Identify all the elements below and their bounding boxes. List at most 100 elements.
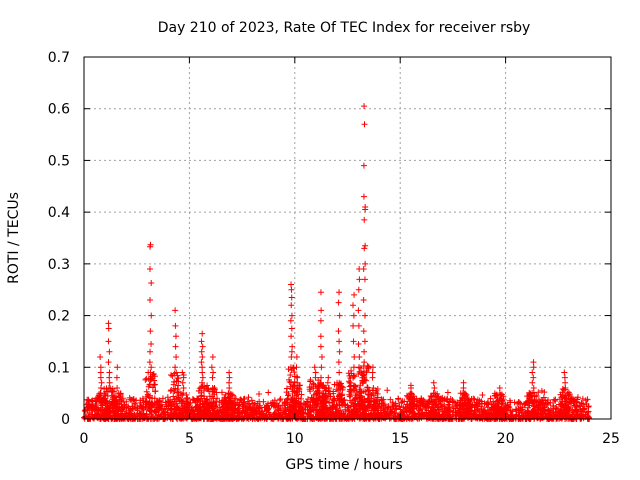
data-point: [156, 399, 163, 406]
data-point: [286, 379, 293, 386]
data-point: [512, 406, 519, 413]
data-point: [369, 404, 376, 411]
data-point: [268, 402, 275, 409]
data-point: [118, 403, 125, 410]
data-point: [171, 388, 178, 395]
data-point: [530, 364, 537, 371]
data-point: [520, 413, 527, 420]
data-point: [327, 390, 334, 397]
data-point: [180, 374, 187, 381]
data-point: [117, 412, 124, 419]
y-tick-labels: 0 0.1 0.2 0.3 0.4 0.5 0.6 0.7: [48, 50, 70, 428]
data-point: [97, 374, 104, 381]
data-point: [561, 374, 568, 381]
data-point: [315, 395, 322, 402]
data-point: [369, 369, 376, 376]
data-point: [134, 410, 141, 417]
data-point: [137, 399, 144, 406]
y-tick-label: 0.1: [48, 360, 70, 376]
data-point: [219, 408, 226, 415]
data-point: [446, 399, 453, 406]
data-point: [530, 374, 537, 381]
data-point: [206, 400, 213, 407]
data-point: [351, 409, 358, 416]
data-point: [452, 399, 459, 406]
x-axis-label: GPS time / hours: [285, 457, 402, 473]
data-point: [409, 400, 416, 407]
data-point: [288, 325, 295, 332]
data-point: [318, 364, 325, 371]
data-point: [312, 369, 319, 376]
data-point: [242, 409, 249, 416]
data-point: [306, 404, 313, 411]
data-point: [521, 401, 528, 408]
data-point: [360, 328, 367, 335]
data-point: [351, 353, 358, 360]
data-point: [298, 413, 305, 420]
data-point: [468, 415, 475, 422]
data-point: [368, 398, 375, 405]
data-point: [562, 379, 569, 386]
data-point: [531, 407, 538, 414]
data-point: [550, 402, 557, 409]
data-point: [444, 395, 451, 402]
data-point: [229, 414, 236, 421]
data-point: [142, 404, 149, 411]
data-point: [288, 294, 295, 301]
data-point: [147, 266, 154, 273]
data-point: [378, 403, 385, 410]
data-point: [530, 359, 537, 366]
data-point: [284, 399, 291, 406]
data-point: [335, 299, 342, 306]
data-point: [506, 404, 513, 411]
data-point: [342, 402, 349, 409]
data-point: [105, 338, 112, 345]
data-point: [250, 410, 257, 417]
data-point: [348, 389, 355, 396]
data-point: [350, 312, 357, 319]
data-point: [336, 391, 343, 398]
data-point: [199, 364, 206, 371]
data-point: [498, 400, 505, 407]
data-point: [302, 402, 309, 409]
data-point: [314, 387, 321, 394]
data-point: [566, 415, 573, 422]
data-point: [106, 348, 113, 355]
chart-title: Day 210 of 2023, Rate Of TEC Index for r…: [158, 20, 531, 36]
data-point: [361, 312, 368, 319]
data-point: [235, 413, 242, 420]
data-points: [81, 103, 593, 422]
data-point: [360, 266, 367, 273]
data-point: [292, 410, 299, 417]
data-point: [148, 312, 155, 319]
data-point: [529, 379, 536, 386]
data-point: [323, 404, 330, 411]
data-point: [514, 400, 521, 407]
data-point: [288, 281, 295, 288]
data-point: [291, 369, 298, 376]
data-point: [287, 317, 294, 324]
data-point: [314, 400, 321, 407]
data-point: [106, 374, 113, 381]
data-point: [240, 403, 247, 410]
data-point: [529, 369, 536, 376]
data-point: [479, 392, 486, 399]
data-point: [486, 406, 493, 413]
data-point: [317, 333, 324, 340]
data-point: [270, 411, 277, 418]
data-point: [441, 397, 448, 404]
data-point: [332, 406, 339, 413]
data-point: [444, 389, 451, 396]
data-point: [147, 407, 154, 414]
data-point: [148, 341, 155, 348]
data-point: [340, 410, 347, 417]
data-point: [369, 364, 376, 371]
data-point: [152, 381, 159, 388]
data-point: [212, 403, 219, 410]
data-point: [178, 397, 185, 404]
data-point: [534, 414, 541, 421]
data-point: [350, 382, 357, 389]
data-point: [337, 385, 344, 392]
data-point: [85, 397, 92, 404]
y-tick-label: 0.4: [48, 205, 70, 221]
